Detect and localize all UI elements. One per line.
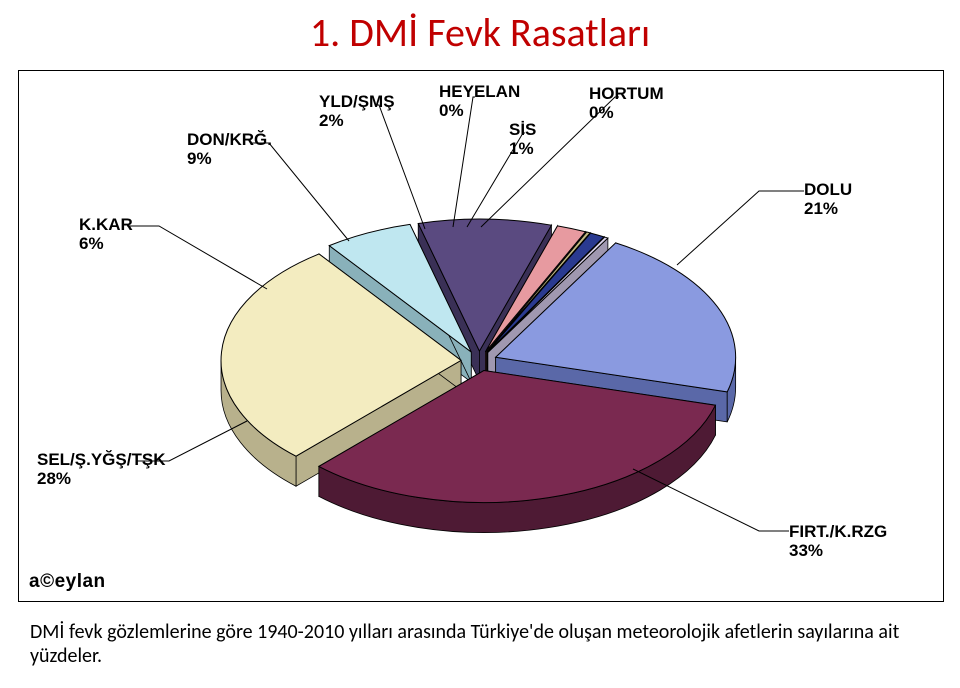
slice-label: FIRT./K.RZG33% xyxy=(789,523,887,560)
chart-frame: a©eylan DOLU21% FIRT./K.RZG33% SEL/Ş.YĞŞ/T… xyxy=(18,70,944,602)
slice-label: DON/KRĞ.9% xyxy=(187,131,272,168)
slice-label: DOLU21% xyxy=(804,181,852,218)
slice-label: HORTUM0% xyxy=(589,85,664,122)
page-title: 1. DMİ Fevk Rasatları xyxy=(0,8,960,57)
slice-label: HEYELAN0% xyxy=(439,83,520,120)
slice-label: K.KAR6% xyxy=(79,216,133,253)
slice-label: SİS1% xyxy=(509,121,536,158)
slice-label: SEL/Ş.YĞŞ/TŞK28% xyxy=(37,451,165,488)
slice-label: YLD/ŞMŞ2% xyxy=(319,93,395,130)
page-root: 1. DMİ Fevk Rasatları a©eylan DOLU21% FIR… xyxy=(0,0,960,688)
credit-text: a©eylan xyxy=(29,571,106,593)
caption-text: DMİ fevk gözlemlerine göre 1940-2010 yıl… xyxy=(30,620,930,668)
